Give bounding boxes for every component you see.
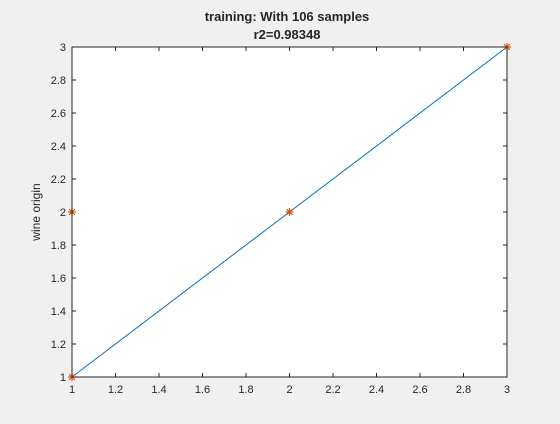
x-tick-label: 2.4 — [369, 384, 384, 396]
x-tick-label: 1.2 — [108, 384, 123, 396]
x-tick-label: 1.6 — [195, 384, 210, 396]
y-tick-label: 2.4 — [51, 141, 66, 153]
x-tick-label: 2 — [286, 384, 292, 396]
x-tick-label: 2.8 — [456, 384, 471, 396]
chart-title: training: With 106 samples — [205, 9, 370, 24]
y-tick-label: 1 — [60, 372, 66, 384]
chart-subtitle: r2=0.98348 — [254, 27, 321, 42]
marker-stroke — [286, 208, 293, 216]
y-tick-label: 2.2 — [51, 174, 66, 186]
x-tick-label: 1.8 — [238, 384, 253, 396]
y-tick-label: 3 — [60, 42, 66, 54]
x-tick-label: 2.6 — [412, 384, 427, 396]
y-tick-label: 1.4 — [51, 306, 66, 318]
y-tick-label: 2.8 — [51, 75, 66, 87]
y-tick-label: 1.2 — [51, 339, 66, 351]
x-tick-label: 1.4 — [151, 384, 166, 396]
x-tick-label: 2.2 — [325, 384, 340, 396]
y-axis-label: wine origin — [29, 183, 43, 241]
ticks: 1 1.2 1.4 1.6 1.8 2 2.2 2.4 2.6 2.8 3 1 1.2 1.4 1.6 1.8… — [51, 42, 510, 396]
y-tick-label: 2.6 — [51, 108, 66, 120]
y-tick-label: 1.8 — [51, 240, 66, 252]
y-tick-label: 2 — [60, 207, 66, 219]
x-tick-label: 1 — [69, 384, 75, 396]
axes-box — [71, 46, 508, 378]
y-tick-label: 1.6 — [51, 273, 66, 285]
data-point — [285, 208, 294, 216]
x-tick-label: 3 — [504, 384, 510, 396]
